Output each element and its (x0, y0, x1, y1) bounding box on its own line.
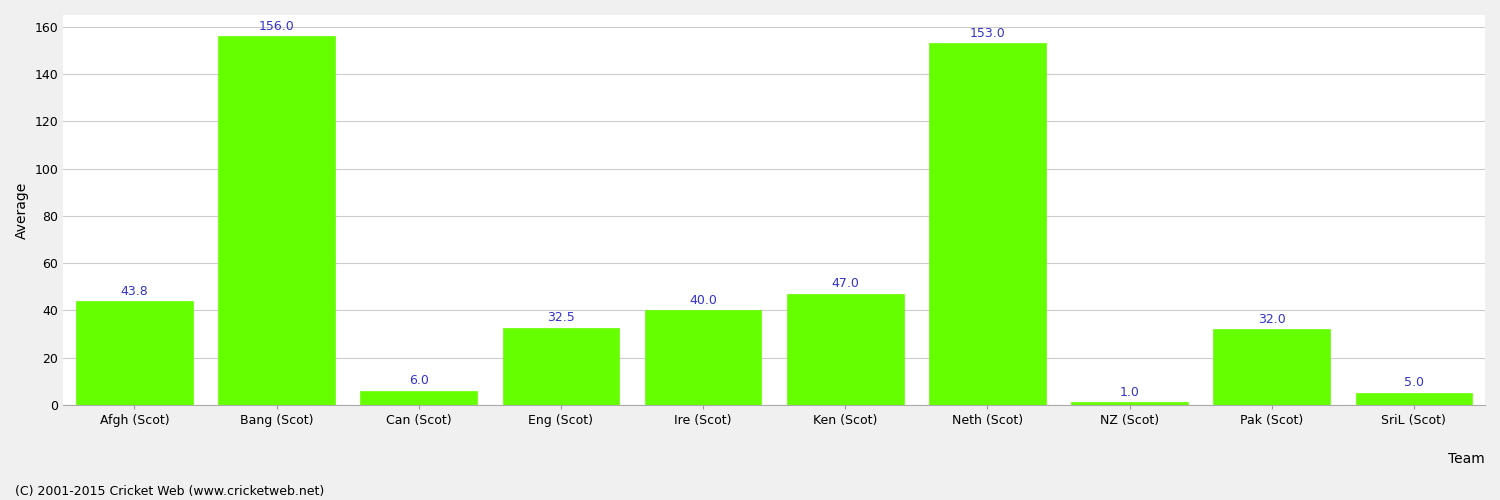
Text: 1.0: 1.0 (1119, 386, 1140, 399)
Bar (645, 310, 762, 405)
Text: 5.0: 5.0 (1404, 376, 1423, 390)
Bar (1071, 402, 1188, 405)
Text: 153.0: 153.0 (969, 27, 1005, 40)
Bar (1356, 393, 1472, 405)
Text: 6.0: 6.0 (410, 374, 429, 387)
Bar (1214, 329, 1330, 405)
Text: 40.0: 40.0 (688, 294, 717, 307)
Text: 156.0: 156.0 (258, 20, 294, 32)
Bar (219, 36, 334, 405)
Bar (360, 390, 477, 405)
Text: Team: Team (1448, 452, 1485, 466)
Bar (788, 294, 903, 405)
Text: 47.0: 47.0 (831, 277, 860, 290)
Text: (C) 2001-2015 Cricket Web (www.cricketweb.net): (C) 2001-2015 Cricket Web (www.cricketwe… (15, 484, 324, 498)
Text: 32.0: 32.0 (1258, 312, 1286, 326)
Text: 32.5: 32.5 (548, 312, 574, 324)
Bar (76, 302, 192, 405)
Bar (928, 44, 1046, 405)
Text: 43.8: 43.8 (120, 285, 148, 298)
Y-axis label: Average: Average (15, 182, 28, 238)
Bar (503, 328, 620, 405)
